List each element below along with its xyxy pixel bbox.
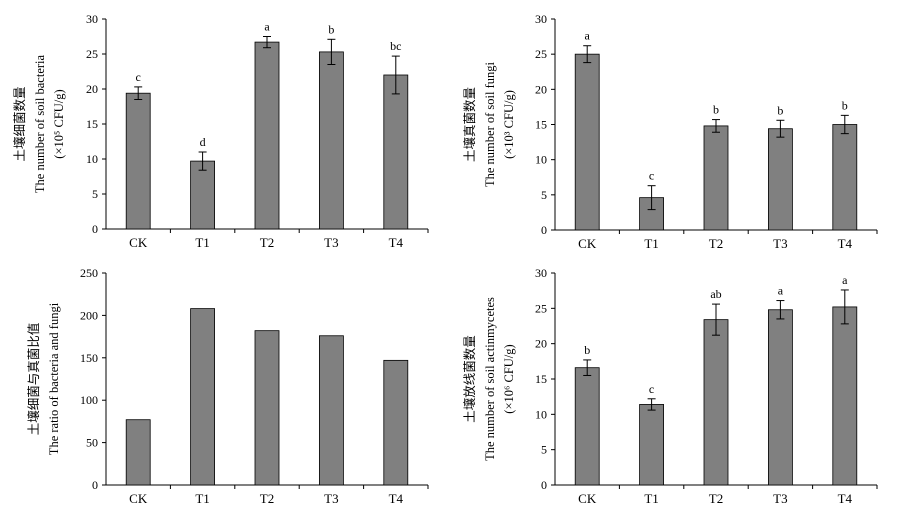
y-tick-label: 5 <box>92 187 98 201</box>
y-axis-label: The number of soil bacteria <box>33 54 47 193</box>
significance-letter: c <box>136 70 141 84</box>
bar-CK <box>574 53 600 231</box>
bar-T2 <box>703 319 729 486</box>
y-tick-label: 30 <box>86 12 98 26</box>
bar-T1 <box>639 404 664 486</box>
x-tick-label: CK <box>578 491 597 506</box>
y-tick-label: 30 <box>535 12 547 26</box>
significance-letter: b <box>328 22 334 36</box>
x-tick-label: T4 <box>838 236 853 251</box>
y-tick-label: 0 <box>541 223 547 237</box>
y-tick-label: 20 <box>86 82 98 96</box>
y-tick-label: 15 <box>86 117 98 131</box>
y-tick-label: 50 <box>86 436 98 450</box>
y-tick-label: 250 <box>80 266 98 280</box>
x-tick-label: T3 <box>773 236 787 251</box>
x-tick-label: CK <box>129 235 148 250</box>
x-tick-label: T4 <box>389 235 404 250</box>
bar-T2 <box>254 330 280 486</box>
chart-panel-2: 0 5 10 15 20 25 30 CK a T1 c T2 b T3 b T4 b 土壤真菌数量 The num… <box>462 12 878 251</box>
y-tick-label: 200 <box>80 308 98 322</box>
bar-T3 <box>768 128 793 231</box>
bar-T4 <box>383 74 409 230</box>
bar-T3 <box>318 335 344 486</box>
y-tick-label: 15 <box>535 372 547 386</box>
y-axis-label: 土壤放线菌数量 <box>462 335 477 423</box>
x-tick-label: T3 <box>324 235 338 250</box>
significance-letter: ab <box>710 287 721 301</box>
y-tick-label: 15 <box>535 118 547 132</box>
x-tick-label: T1 <box>644 491 658 506</box>
y-tick-label: 0 <box>92 478 98 492</box>
x-tick-label: T3 <box>773 491 787 506</box>
y-axis-label: 土壤细菌数量 <box>12 86 27 161</box>
y-tick-label: 0 <box>92 222 98 236</box>
x-tick-label: T2 <box>260 491 274 506</box>
y-axis-label: 土壤细菌与真菌比值 <box>26 323 41 436</box>
y-tick-label: 20 <box>535 337 547 351</box>
bar-T1 <box>190 308 216 486</box>
y-axis-label: The ratio of bacteria and fungi <box>47 302 61 455</box>
y-axis-label: (×10⁵ CFU/g) <box>52 89 66 158</box>
bar-T3 <box>768 309 793 486</box>
x-tick-label: T2 <box>260 235 274 250</box>
bar-T4 <box>832 124 858 231</box>
y-tick-label: 10 <box>535 407 547 421</box>
x-tick-label: T4 <box>838 491 853 506</box>
y-tick-label: 0 <box>541 478 547 492</box>
y-axis-label: (×10⁶ CFU/g) <box>502 344 516 413</box>
y-tick-label: 20 <box>535 82 547 96</box>
bar-T4 <box>832 306 858 486</box>
significance-letter: d <box>200 135 206 149</box>
y-tick-label: 30 <box>535 266 547 280</box>
bar-CK <box>125 419 151 486</box>
y-axis-label: (×10³ CFU/g) <box>502 90 516 159</box>
y-tick-label: 25 <box>86 47 98 61</box>
bar-CK <box>125 92 151 230</box>
y-axis-label: The number of soil fungi <box>483 61 497 187</box>
x-tick-label: T1 <box>195 235 209 250</box>
x-tick-label: T1 <box>195 491 209 506</box>
significance-letter: a <box>842 273 848 287</box>
significance-letter: a <box>778 284 784 298</box>
y-tick-label: 150 <box>80 351 98 365</box>
significance-letter: b <box>777 103 783 117</box>
bar-T2 <box>703 125 729 231</box>
y-tick-label: 5 <box>541 188 547 202</box>
x-tick-label: CK <box>129 491 148 506</box>
bar-T4 <box>383 359 409 486</box>
chart-panel-4: 0 5 10 15 20 25 30 CK b T1 c T2 ab T3 a T4 a 土壤放线菌数量 The n… <box>462 266 878 506</box>
significance-letter: a <box>264 20 270 34</box>
x-tick-label: T3 <box>324 491 338 506</box>
x-tick-label: T1 <box>644 236 658 251</box>
significance-letter: bc <box>390 39 401 53</box>
x-tick-label: T4 <box>389 491 404 506</box>
y-tick-label: 25 <box>535 47 547 61</box>
significance-letter: c <box>649 169 654 183</box>
significance-letter: b <box>842 98 848 112</box>
y-tick-label: 100 <box>80 393 98 407</box>
chart-panel-1: 0 5 10 15 20 25 30 CK c T1 d T2 a T3 b T4 bc 土壤细菌数量 The nu… <box>12 12 429 250</box>
x-tick-label: T2 <box>709 491 723 506</box>
significance-letter: a <box>585 29 591 43</box>
y-tick-label: 10 <box>535 153 547 167</box>
y-tick-label: 25 <box>535 301 547 315</box>
significance-letter: b <box>584 343 590 357</box>
bar-T1 <box>190 160 216 230</box>
y-axis-label: 土壤真菌数量 <box>462 87 477 162</box>
x-tick-label: CK <box>578 236 597 251</box>
significance-letter: b <box>713 103 719 117</box>
y-tick-label: 5 <box>541 443 547 457</box>
bar-CK <box>574 367 600 486</box>
chart-panel-3: 0 50 100 150 200 250 CK T1 T2 T3 T4 土壤细菌与真菌比值 The ra… <box>26 266 429 506</box>
y-tick-label: 10 <box>86 152 98 166</box>
significance-letter: c <box>649 382 654 396</box>
bar-T3 <box>318 51 344 230</box>
x-tick-label: T2 <box>709 236 723 251</box>
y-axis-label: The number of soil actinmycetes <box>483 297 497 461</box>
bar-T2 <box>254 41 280 230</box>
